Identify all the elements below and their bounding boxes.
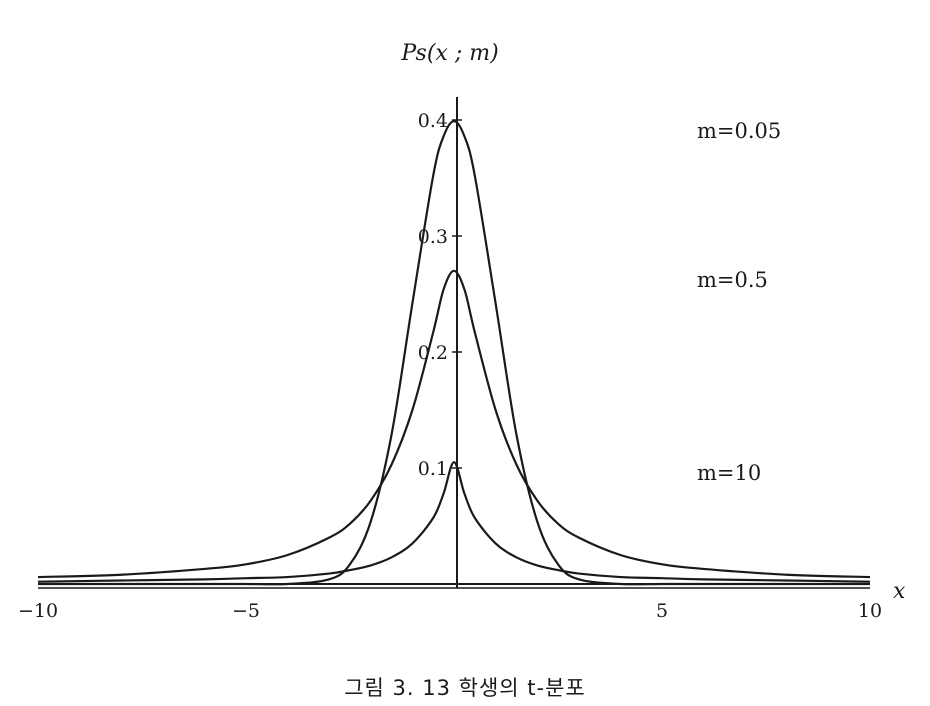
ticks: −10 −5 5 10 0.1 0.2 0.3 0.4 [18,110,882,622]
x-tick-label: 10 [858,600,882,622]
y-tick-label: 0.3 [418,226,448,248]
x-tick-label: −10 [18,600,58,622]
y-tick-label: 0.1 [418,458,448,480]
series-line-m-10 [37,461,871,583]
series-line-m-0-5 [37,269,871,579]
y-axis-title: Ps(x ; m) [400,41,498,66]
x-tick-label: −5 [232,600,260,622]
series-label: m=0.05 [697,119,781,143]
y-tick-label: 0.2 [418,342,448,364]
curves [37,120,871,586]
x-tick-label: 5 [656,600,668,622]
student-t-distribution-chart: −10 −5 5 10 0.1 0.2 0.3 0.4 m=0.05 m=0.5 m=10 Ps(… [18,41,906,622]
series-label: m=10 [697,461,761,485]
x-axis-title: x [893,579,906,604]
figure-caption: 그림 3. 13 학생의 t-분포 [344,676,586,700]
labels: m=0.05 m=0.5 m=10 [697,119,781,485]
series-label: m=0.5 [697,268,768,292]
y-tick-label: 0.4 [418,110,448,132]
series-line-m-0-05 [38,120,870,586]
